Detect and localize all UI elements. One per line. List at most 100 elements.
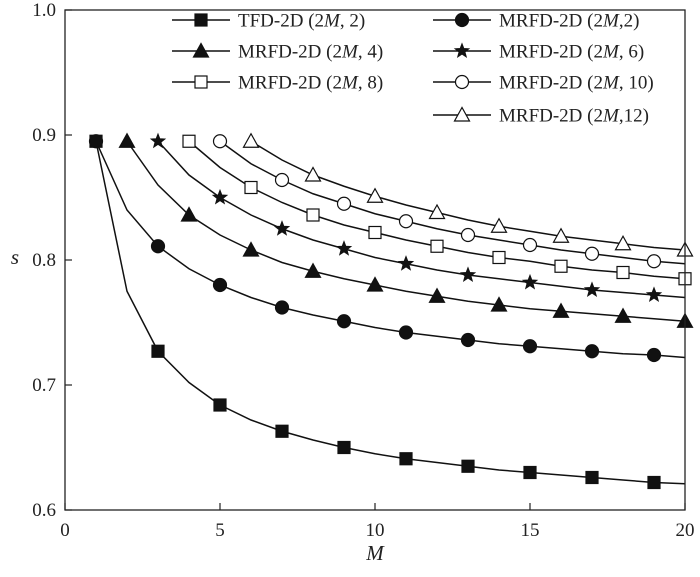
data-point [584, 344, 600, 359]
y-tick-label: 1.0 [32, 0, 56, 21]
series-3 [118, 132, 694, 328]
plot-area [88, 132, 694, 490]
legend-marker [453, 42, 471, 58]
legend-marker [453, 106, 471, 122]
data-point [336, 314, 352, 329]
data-point [275, 424, 289, 438]
data-point [337, 440, 351, 455]
data-point [522, 237, 538, 253]
data-point [242, 241, 260, 257]
data-point [430, 239, 444, 253]
legend-label: MRFD-2D (2M, 10) [499, 73, 654, 94]
series-5 [182, 134, 692, 286]
data-point [521, 273, 539, 290]
data-point [490, 217, 508, 233]
data-point [490, 296, 508, 312]
data-point [585, 470, 599, 485]
data-point [647, 475, 661, 490]
series-line [250, 140, 686, 251]
legend-entry: MRFD-2D (2M,2) [433, 11, 639, 32]
data-point [151, 344, 165, 358]
y-tick-label: 0.9 [32, 125, 56, 146]
legend-marker [194, 13, 208, 27]
data-point [614, 235, 632, 251]
x-tick-label: 15 [521, 520, 540, 541]
x-tick-label: 5 [215, 520, 225, 541]
data-point [118, 132, 136, 148]
series-line [219, 140, 686, 265]
data-point [212, 134, 228, 149]
data-point [274, 172, 290, 188]
series-6 [212, 134, 686, 269]
data-point [523, 465, 537, 480]
data-point [428, 203, 446, 220]
data-point [368, 225, 382, 240]
data-point [366, 187, 384, 203]
data-point [306, 208, 320, 222]
data-point [397, 255, 415, 271]
legend-marker [454, 74, 470, 90]
data-point [552, 227, 570, 243]
data-point [461, 459, 475, 473]
data-point [213, 398, 227, 412]
legend-entry: TFD-2D (2M, 2) [172, 11, 365, 32]
y-tick-label: 0.6 [32, 500, 56, 521]
y-tick-label: 0.8 [32, 250, 56, 271]
data-point [149, 132, 167, 149]
legend-label: MRFD-2D (2M,2) [499, 11, 639, 32]
data-point [459, 266, 477, 282]
data-point [211, 188, 229, 205]
data-point [304, 262, 322, 278]
legend-entry: MRFD-2D (2M,12) [433, 106, 649, 127]
data-point [428, 287, 446, 303]
legend-label: TFD-2D (2M, 2) [238, 11, 365, 32]
data-point [274, 300, 290, 315]
data-point [616, 265, 630, 280]
legend-label: MRFD-2D (2M, 6) [499, 42, 644, 63]
data-point [273, 220, 291, 236]
x-axis-label: M [365, 541, 385, 565]
legend-marker [192, 42, 210, 58]
data-point [242, 132, 260, 148]
y-axis-label: s [11, 245, 19, 269]
data-point [336, 196, 352, 211]
axes: 0 5 10 15 20 0.6 0.7 0.8 0.9 1.0 [32, 0, 694, 541]
x-tick-label: 0 [60, 520, 70, 541]
legend-label: MRFD-2D (2M, 8) [238, 73, 383, 94]
data-point [552, 302, 570, 318]
data-point [646, 347, 662, 363]
data-point [244, 180, 258, 195]
data-point [460, 332, 476, 348]
series-2 [88, 134, 686, 363]
data-point [180, 206, 198, 222]
data-point [646, 254, 662, 269]
data-point [584, 246, 600, 261]
legend-entry: MRFD-2D (2M, 4) [172, 42, 383, 63]
data-point [398, 214, 414, 229]
data-point [522, 339, 538, 354]
legend-marker [454, 12, 470, 28]
data-point [614, 307, 632, 323]
series-4 [149, 132, 686, 302]
data-point [460, 227, 476, 243]
data-point [366, 276, 384, 292]
data-point [645, 286, 663, 302]
series-7 [242, 132, 694, 257]
data-point [492, 250, 506, 265]
legend-marker [194, 75, 208, 89]
legend-entry: MRFD-2D (2M, 8) [172, 73, 383, 94]
data-point [399, 452, 413, 466]
series-line [126, 140, 686, 322]
series-1 [89, 134, 686, 490]
data-point [88, 134, 104, 149]
data-point [583, 281, 601, 297]
x-tick-label: 20 [676, 520, 695, 541]
data-point [304, 166, 322, 182]
data-point [212, 277, 228, 293]
data-point [398, 325, 414, 340]
data-point [335, 240, 353, 256]
legend: TFD-2D (2M, 2) MRFD-2D (2M,2) MRFD-2D (2M,… [172, 11, 654, 127]
series-line [157, 140, 686, 299]
series-line [95, 141, 686, 485]
